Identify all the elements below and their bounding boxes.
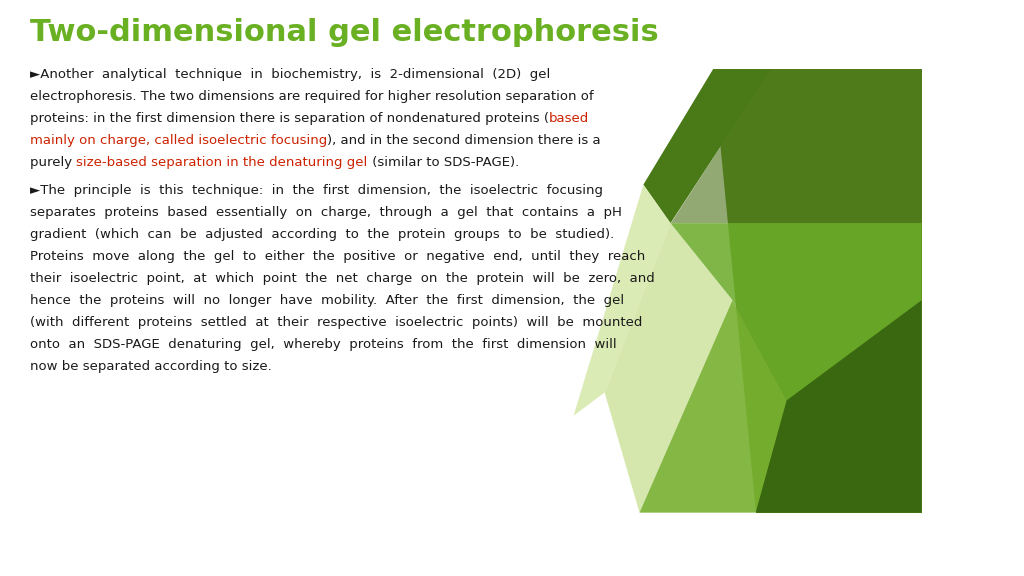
- Text: gradient  (which  can  be  adjusted  according  to  the  protein  groups  to  be: gradient (which can be adjusted accordin…: [30, 228, 614, 241]
- Text: ►The  principle  is  this  technique:  in  the  first  dimension,  the  isoelect: ►The principle is this technique: in the…: [30, 184, 603, 197]
- Text: (similar to SDS-PAGE).: (similar to SDS-PAGE).: [368, 156, 519, 169]
- Text: hence  the  proteins  will  no  longer  have  mobility.  After  the  first  dime: hence the proteins will no longer have m…: [30, 294, 624, 307]
- Text: proteins: in the first dimension there is separation of nondenatured proteins (: proteins: in the first dimension there i…: [30, 112, 549, 125]
- Text: separates  proteins  based  essentially  on  charge,  through  a  gel  that  con: separates proteins based essentially on …: [30, 206, 622, 219]
- Text: purely: purely: [30, 156, 77, 169]
- Polygon shape: [573, 185, 671, 416]
- Polygon shape: [604, 223, 732, 513]
- Polygon shape: [756, 300, 922, 513]
- Text: size-based separation in the denaturing gel: size-based separation in the denaturing …: [77, 156, 368, 169]
- Text: (with  different  proteins  settled  at  their  respective  isoelectric  points): (with different proteins settled at thei…: [30, 316, 642, 329]
- Text: mainly on charge, called isoelectric focusing: mainly on charge, called isoelectric foc…: [30, 134, 328, 147]
- Text: onto  an  SDS-PAGE  denaturing  gel,  whereby  proteins  from  the  first  dimen: onto an SDS-PAGE denaturing gel, whereby…: [30, 338, 616, 351]
- Polygon shape: [713, 69, 922, 513]
- Text: ), and in the second dimension there is a: ), and in the second dimension there is …: [328, 134, 601, 147]
- Text: Two-dimensional gel electrophoresis: Two-dimensional gel electrophoresis: [30, 18, 658, 47]
- Polygon shape: [671, 223, 922, 400]
- Text: now be separated according to size.: now be separated according to size.: [30, 360, 271, 373]
- Text: their  isoelectric  point,  at  which  point  the  net  charge  on  the  protein: their isoelectric point, at which point …: [30, 272, 654, 285]
- Polygon shape: [640, 300, 786, 513]
- Text: based: based: [549, 112, 589, 125]
- Polygon shape: [671, 69, 922, 223]
- Text: ►Another  analytical  technique  in  biochemistry,  is  2-dimensional  (2D)  gel: ►Another analytical technique in biochem…: [30, 68, 550, 81]
- Text: Proteins  move  along  the  gel  to  either  the  positive  or  negative  end,  : Proteins move along the gel to either th…: [30, 250, 645, 263]
- Text: electrophoresis. The two dimensions are required for higher resolution separatio: electrophoresis. The two dimensions are …: [30, 90, 594, 103]
- Polygon shape: [643, 69, 771, 223]
